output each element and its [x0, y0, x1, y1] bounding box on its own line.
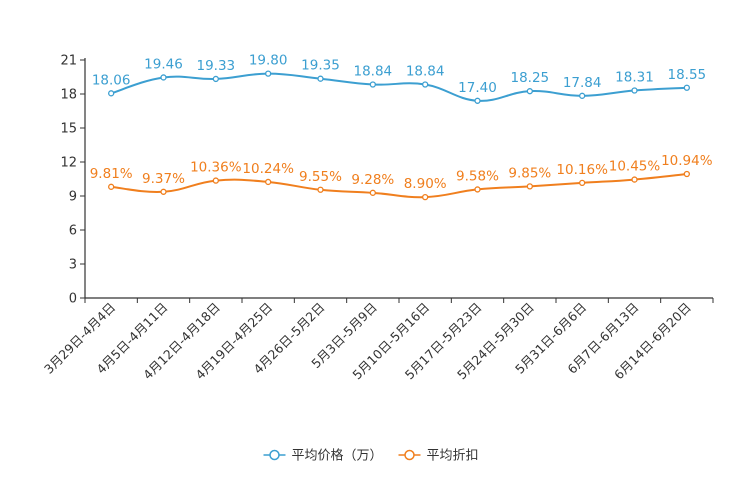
data-label: 9.85%	[508, 165, 551, 181]
y-tick-label: 18	[60, 88, 77, 103]
data-label: 19.46	[144, 56, 183, 72]
data-label: 9.58%	[456, 168, 499, 184]
y-tick-label: 9	[69, 190, 77, 205]
y-tick-label: 21	[60, 54, 77, 69]
series-1: 18.06 19.46 19.33 19.80 19.35 18.84 18.84 17.40…	[92, 53, 706, 104]
data-point[interactable]	[369, 81, 376, 88]
series-line	[110, 72, 687, 102]
data-label: 9.37%	[142, 171, 185, 187]
data-point[interactable]	[108, 183, 115, 190]
data-point[interactable]	[212, 75, 219, 83]
y-tick-label: 3	[69, 258, 77, 273]
data-point[interactable]	[265, 178, 272, 186]
data-label: 10.16%	[556, 162, 608, 178]
y-tick-label: 15	[60, 122, 77, 137]
data-label: 17.40	[458, 80, 497, 96]
data-label: 10.36%	[190, 160, 242, 176]
data-label: 10.45%	[609, 159, 661, 175]
y-tick-label: 6	[69, 224, 77, 239]
legend-item-2[interactable]: 平均折扣	[398, 449, 479, 464]
data-label: 18.84	[406, 63, 445, 79]
data-point[interactable]	[422, 81, 429, 88]
data-point[interactable]	[265, 70, 272, 77]
data-label: 18.06	[92, 72, 131, 88]
data-point[interactable]	[526, 183, 533, 190]
legend[interactable]: 平均价格（万） 平均折扣	[263, 448, 479, 464]
data-label: 18.31	[615, 69, 654, 85]
data-point[interactable]	[474, 186, 481, 193]
data-point[interactable]	[579, 179, 586, 187]
data-label: 18.55	[668, 67, 707, 83]
data-point[interactable]	[683, 170, 690, 178]
data-label: 8.90%	[404, 176, 447, 192]
y-tick-label: 0	[69, 292, 77, 307]
data-point[interactable]	[317, 186, 324, 193]
y-tick-label: 12	[60, 156, 77, 171]
data-label: 19.80	[249, 53, 288, 69]
data-point[interactable]	[683, 84, 690, 91]
series-line	[111, 173, 687, 199]
data-point[interactable]	[317, 75, 324, 82]
data-point[interactable]	[579, 92, 586, 99]
data-label: 9.55%	[299, 169, 342, 185]
data-label: 10.24%	[242, 161, 294, 177]
data-label: 10.94%	[661, 153, 713, 169]
legend-label: 平均价格（万）	[292, 448, 383, 464]
legend-marker-icon	[404, 449, 415, 461]
series-layer: 18.06 19.46 19.33 19.80 19.35 18.84 18.84 17.40…	[90, 53, 713, 201]
data-point[interactable]	[369, 189, 376, 196]
series-2: 9.81% 9.37% 10.36% 10.24% 9.55% 9.28% 8.90% 9.5…	[90, 153, 713, 201]
data-point[interactable]	[631, 87, 638, 94]
data-point[interactable]	[160, 188, 167, 195]
legend-marker-icon	[269, 449, 280, 461]
legend-item-1[interactable]: 平均价格（万）	[263, 448, 383, 464]
data-point[interactable]	[108, 90, 115, 97]
data-label: 18.25	[511, 70, 550, 86]
data-point[interactable]	[212, 177, 219, 184]
data-point[interactable]	[160, 74, 167, 81]
data-label: 19.33	[197, 58, 236, 74]
data-point[interactable]	[631, 176, 638, 183]
data-label: 19.35	[301, 58, 340, 74]
data-point[interactable]	[474, 97, 481, 104]
data-label: 9.81%	[90, 166, 133, 182]
data-label: 9.28%	[351, 172, 394, 188]
data-label: 18.84	[354, 63, 393, 79]
legend-label: 平均折扣	[427, 449, 479, 464]
data-label: 17.84	[563, 75, 602, 91]
data-point[interactable]	[526, 88, 533, 95]
axes: 0369121518213月29日-4月4日4月5日-4月11日4月12日-4月…	[41, 54, 714, 382]
data-point[interactable]	[422, 193, 429, 201]
